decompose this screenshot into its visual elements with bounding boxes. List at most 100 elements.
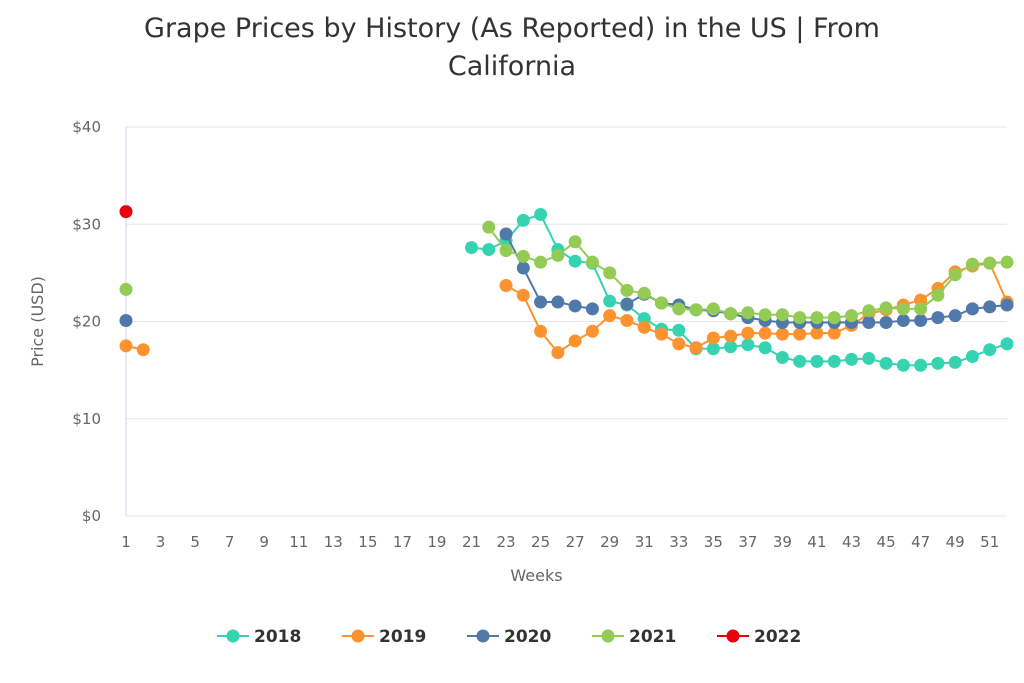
data-point <box>914 314 928 328</box>
data-point <box>758 308 772 322</box>
x-tick-label: 1 <box>121 533 131 551</box>
data-point <box>620 314 634 328</box>
data-point <box>862 304 876 318</box>
legend-label: 2021 <box>629 627 676 647</box>
data-point <box>810 354 824 368</box>
x-tick-label: 45 <box>877 533 896 551</box>
data-point <box>775 308 789 322</box>
legend-item-2018[interactable]: 2018 <box>217 627 301 647</box>
legend-label: 2018 <box>254 627 301 647</box>
data-point <box>948 268 962 282</box>
data-point <box>551 346 565 360</box>
data-point <box>119 205 133 219</box>
data-point <box>810 311 824 325</box>
data-point <box>879 356 893 370</box>
data-point <box>793 311 807 325</box>
data-point <box>516 249 530 263</box>
x-tick-label: 13 <box>324 533 343 551</box>
x-tick-label: 29 <box>600 533 619 551</box>
data-point <box>827 326 841 340</box>
series-line-2019 <box>125 262 1008 354</box>
data-point <box>672 337 686 351</box>
data-point <box>827 311 841 325</box>
x-tick-label: 3 <box>156 533 166 551</box>
y-tick-label: $40 <box>72 118 101 136</box>
legend-item-2019[interactable]: 2019 <box>342 627 426 647</box>
data-point <box>534 324 548 338</box>
data-point <box>741 306 755 320</box>
x-tick-label: 21 <box>462 533 481 551</box>
data-point <box>136 343 150 357</box>
data-point <box>758 341 772 355</box>
x-tick-label: 35 <box>704 533 723 551</box>
data-point <box>948 309 962 323</box>
y-tick-label: $0 <box>82 507 101 525</box>
data-point <box>914 302 928 316</box>
data-point <box>689 303 703 317</box>
legend-label: 2022 <box>754 627 801 647</box>
data-point <box>862 315 876 329</box>
data-point <box>724 307 738 321</box>
legend-marker <box>601 629 615 643</box>
data-point <box>499 279 513 293</box>
data-point <box>568 299 582 313</box>
series-line-2018 <box>471 213 1008 367</box>
data-point <box>534 295 548 309</box>
data-point <box>568 334 582 348</box>
x-tick-label: 17 <box>393 533 412 551</box>
data-point <box>879 315 893 329</box>
data-point <box>516 213 530 227</box>
legend-marker <box>226 629 240 643</box>
data-point <box>551 295 565 309</box>
series-2021 <box>119 220 1014 325</box>
legend-item-2021[interactable]: 2021 <box>592 627 676 647</box>
data-point <box>775 327 789 341</box>
data-point <box>1000 255 1014 269</box>
legend-item-2020[interactable]: 2020 <box>467 627 551 647</box>
data-point <box>585 255 599 269</box>
data-point <box>793 354 807 368</box>
legend-label: 2020 <box>504 627 551 647</box>
data-point <box>724 329 738 343</box>
data-point <box>655 327 669 341</box>
data-point <box>585 302 599 316</box>
x-tick-label: 5 <box>190 533 200 551</box>
data-point <box>706 302 720 316</box>
x-tick-label: 39 <box>773 533 792 551</box>
data-point <box>931 356 945 370</box>
data-point <box>603 294 617 308</box>
series-2018 <box>464 208 1014 372</box>
data-point <box>672 302 686 316</box>
x-tick-label: 43 <box>842 533 861 551</box>
legend-item-2022[interactable]: 2022 <box>717 627 801 647</box>
data-point <box>655 296 669 310</box>
x-tick-label: 31 <box>635 533 654 551</box>
data-point <box>1000 298 1014 312</box>
y-axis-label: Price (USD) <box>28 276 47 367</box>
data-point <box>983 300 997 314</box>
y-tick-label: $30 <box>72 215 101 233</box>
data-point <box>862 351 876 365</box>
data-point <box>482 243 496 257</box>
data-point <box>482 220 496 234</box>
data-point <box>706 331 720 345</box>
data-point <box>896 302 910 316</box>
data-point <box>603 309 617 323</box>
data-point <box>119 339 133 353</box>
data-point <box>879 301 893 315</box>
data-point <box>965 302 979 316</box>
data-point <box>793 327 807 341</box>
series-2019 <box>119 256 1014 360</box>
data-point <box>672 323 686 337</box>
data-point <box>620 283 634 297</box>
x-tick-label: 41 <box>807 533 826 551</box>
data-point <box>983 256 997 270</box>
data-point <box>620 297 634 311</box>
x-axis-label: Weeks <box>510 566 562 585</box>
data-point <box>568 235 582 249</box>
chart-title-line-1: Grape Prices by History (As Reported) in… <box>144 13 880 44</box>
x-tick-label: 47 <box>911 533 930 551</box>
data-point <box>965 257 979 271</box>
data-point <box>637 320 651 334</box>
